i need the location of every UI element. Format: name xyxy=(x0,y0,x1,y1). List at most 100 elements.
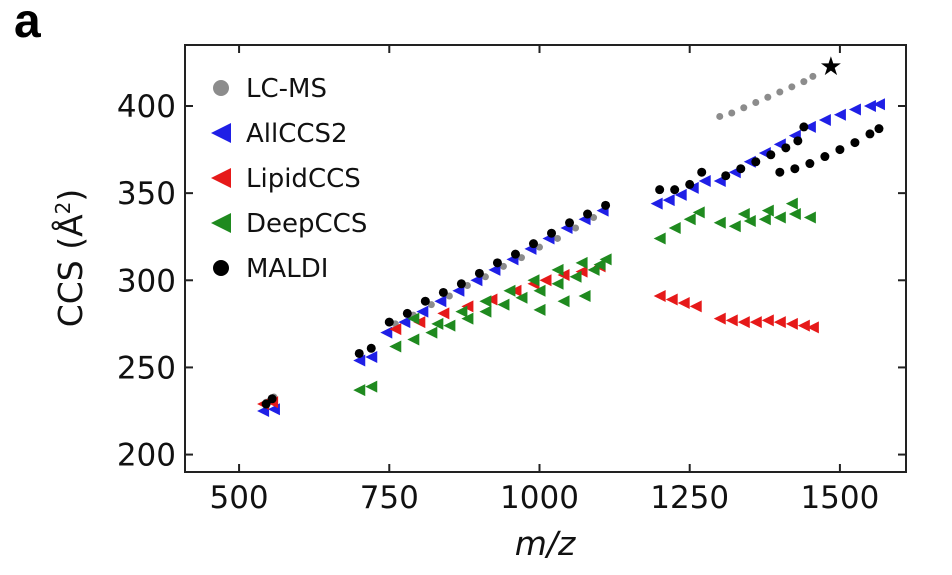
legend-label: LC-MS xyxy=(246,74,327,104)
star-annotation: ★ xyxy=(819,52,842,82)
data-point-deepccs xyxy=(788,208,801,221)
data-point-maldi xyxy=(697,167,707,177)
y-tick-label: 350 xyxy=(117,176,176,212)
data-point-deepccs xyxy=(593,258,606,271)
data-point-lipidccs xyxy=(389,323,402,336)
data-point-maldi xyxy=(420,296,430,306)
data-point-lipidccs xyxy=(557,269,570,282)
data-point-lc-ms xyxy=(716,112,724,120)
data-point-lipidccs xyxy=(509,284,522,297)
data-point-maldi xyxy=(775,167,785,177)
data-point-maldi xyxy=(721,171,731,181)
data-point-lipidccs xyxy=(677,296,690,309)
data-point-deepccs xyxy=(407,312,420,325)
data-point-maldi xyxy=(805,159,815,169)
data-point-maldi xyxy=(261,399,271,409)
data-point-deepccs xyxy=(479,295,492,308)
data-point-deepccs xyxy=(443,319,456,332)
data-point-lc-ms xyxy=(752,99,760,107)
data-point-allccs2 xyxy=(353,354,366,367)
data-point-allccs2 xyxy=(863,100,876,112)
data-point-lipidccs xyxy=(749,316,762,329)
data-point-maldi xyxy=(456,279,466,289)
data-point-deepccs xyxy=(692,206,705,219)
legend-marker-allccs2 xyxy=(211,123,231,143)
data-point-lipidccs xyxy=(713,312,726,325)
data-point-deepccs xyxy=(569,270,582,283)
data-point-deepccs xyxy=(353,384,366,397)
x-tick-label: 1500 xyxy=(800,480,879,516)
data-point-lipidccs xyxy=(797,319,810,332)
data-point-lc-ms xyxy=(445,292,453,300)
data-point-lc-ms xyxy=(776,88,784,96)
data-point-deepccs xyxy=(515,291,528,304)
data-point-deepccs xyxy=(728,220,741,233)
data-point-allccs2 xyxy=(686,181,699,194)
data-point-maldi xyxy=(874,124,884,134)
data-point-maldi xyxy=(547,228,557,238)
data-point-deepccs xyxy=(773,211,786,224)
data-point-maldi xyxy=(751,157,761,167)
data-point-maldi xyxy=(781,143,791,153)
data-point-lipidccs xyxy=(737,316,750,329)
data-point-allccs2 xyxy=(662,194,675,207)
data-point-deepccs xyxy=(455,305,468,318)
data-point-deepccs xyxy=(785,197,798,210)
data-point-lipidccs xyxy=(761,314,774,327)
data-point-maldi xyxy=(354,348,364,358)
legend: LC-MS AllCCS2 LipidCCS DeepCCS MALDI xyxy=(211,74,367,284)
data-point-deepccs xyxy=(803,211,816,224)
data-point-deepccs xyxy=(761,204,774,217)
data-point-lipidccs xyxy=(575,265,588,278)
data-point-allccs2 xyxy=(650,197,663,210)
data-point-lipidccs xyxy=(773,316,786,329)
data-point-deepccs xyxy=(503,284,516,297)
data-point-maldi xyxy=(402,308,412,318)
data-point-allccs2 xyxy=(380,326,393,339)
data-point-maldi xyxy=(583,209,593,219)
data-point-deepccs xyxy=(527,274,540,287)
data-point-lipidccs xyxy=(653,289,666,302)
data-point-deepccs xyxy=(743,215,756,228)
data-point-maldi xyxy=(793,136,803,146)
data-point-maldi xyxy=(601,200,611,210)
data-point-allccs2 xyxy=(818,113,831,126)
data-point-deepccs xyxy=(578,289,591,302)
data-point-maldi xyxy=(736,164,746,174)
data-point-deepccs xyxy=(365,380,378,393)
legend-label: LipidCCS xyxy=(246,164,361,194)
data-point-maldi xyxy=(528,239,538,249)
y-tick-label: 400 xyxy=(117,89,176,125)
x-tick-label: 750 xyxy=(360,480,419,516)
y-axis-label: CCS (Å2) xyxy=(50,189,90,328)
legend-label: MALDI xyxy=(246,254,328,284)
series-allccs2 xyxy=(257,98,885,417)
x-tick-label: 500 xyxy=(209,480,268,516)
data-point-lc-ms xyxy=(499,262,507,270)
series-maldi xyxy=(261,122,884,409)
data-point-deepccs xyxy=(461,312,474,325)
data-point-lc-ms xyxy=(481,273,489,281)
data-point-deepccs xyxy=(653,232,666,245)
legend-marker-deepccs xyxy=(211,213,231,233)
data-point-deepccs xyxy=(479,305,492,318)
data-point-maldi xyxy=(865,129,875,139)
panel-label: a xyxy=(14,0,41,48)
data-point-lipidccs xyxy=(485,293,498,306)
data-point-allccs2 xyxy=(833,108,846,121)
data-point-deepccs xyxy=(551,277,564,290)
data-point-lc-ms xyxy=(809,72,817,80)
data-point-allccs2 xyxy=(365,350,378,363)
legend-marker-lc-ms xyxy=(213,80,229,96)
data-point-allccs2 xyxy=(416,305,429,318)
data-point-deepccs xyxy=(533,284,546,297)
data-point-allccs2 xyxy=(674,188,687,201)
data-point-maldi xyxy=(384,317,394,327)
data-point-maldi xyxy=(492,258,502,268)
data-point-lc-ms xyxy=(517,254,525,262)
y-tick-label: 300 xyxy=(117,263,176,299)
data-point-lc-ms xyxy=(788,83,796,91)
legend-marker-lipidccs xyxy=(211,168,231,188)
data-point-maldi xyxy=(474,268,484,278)
